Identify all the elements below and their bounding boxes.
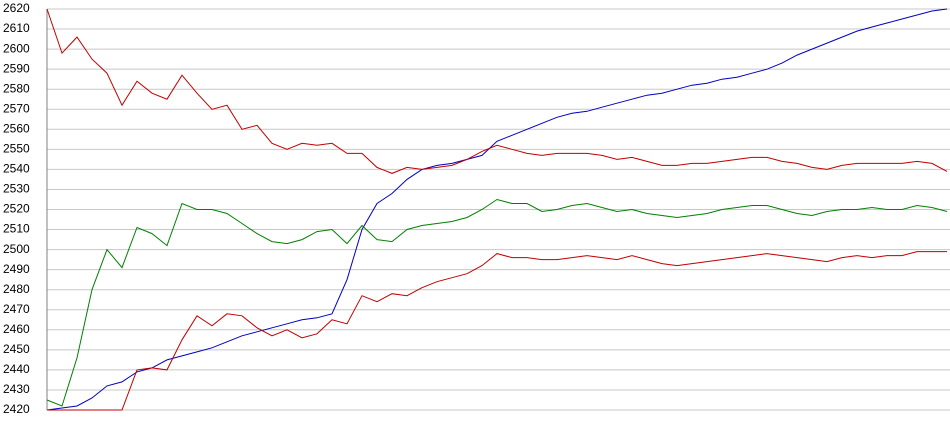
y-tick-label: 2520 — [3, 202, 30, 216]
y-tick-label: 2440 — [3, 362, 30, 376]
y-tick-label: 2580 — [3, 81, 30, 95]
y-tick-label: 2480 — [3, 282, 30, 296]
y-tick-label: 2600 — [3, 41, 30, 55]
y-tick-label: 2610 — [3, 21, 30, 35]
y-tick-label: 2450 — [3, 342, 30, 356]
y-tick-label: 2510 — [3, 222, 30, 236]
y-tick-label: 2570 — [3, 101, 30, 115]
y-tick-label: 2530 — [3, 182, 30, 196]
series-line — [46, 8, 948, 174]
y-tick-label: 2540 — [3, 162, 30, 176]
y-tick-label: 2500 — [3, 242, 30, 256]
y-tick-label: 2550 — [3, 142, 30, 156]
series-line — [46, 8, 948, 411]
y-tick-label: 2490 — [3, 262, 30, 276]
series-line — [46, 198, 948, 407]
y-tick-label: 2420 — [3, 402, 30, 416]
y-tick-label: 2560 — [3, 121, 30, 135]
y-tick-label: 2470 — [3, 302, 30, 316]
y-tick-label: 2590 — [3, 61, 30, 75]
y-tick-label: 2620 — [3, 1, 30, 15]
series-line — [47, 251, 947, 411]
y-tick-label: 2430 — [3, 382, 30, 396]
y-tick-label: 2460 — [3, 322, 30, 336]
